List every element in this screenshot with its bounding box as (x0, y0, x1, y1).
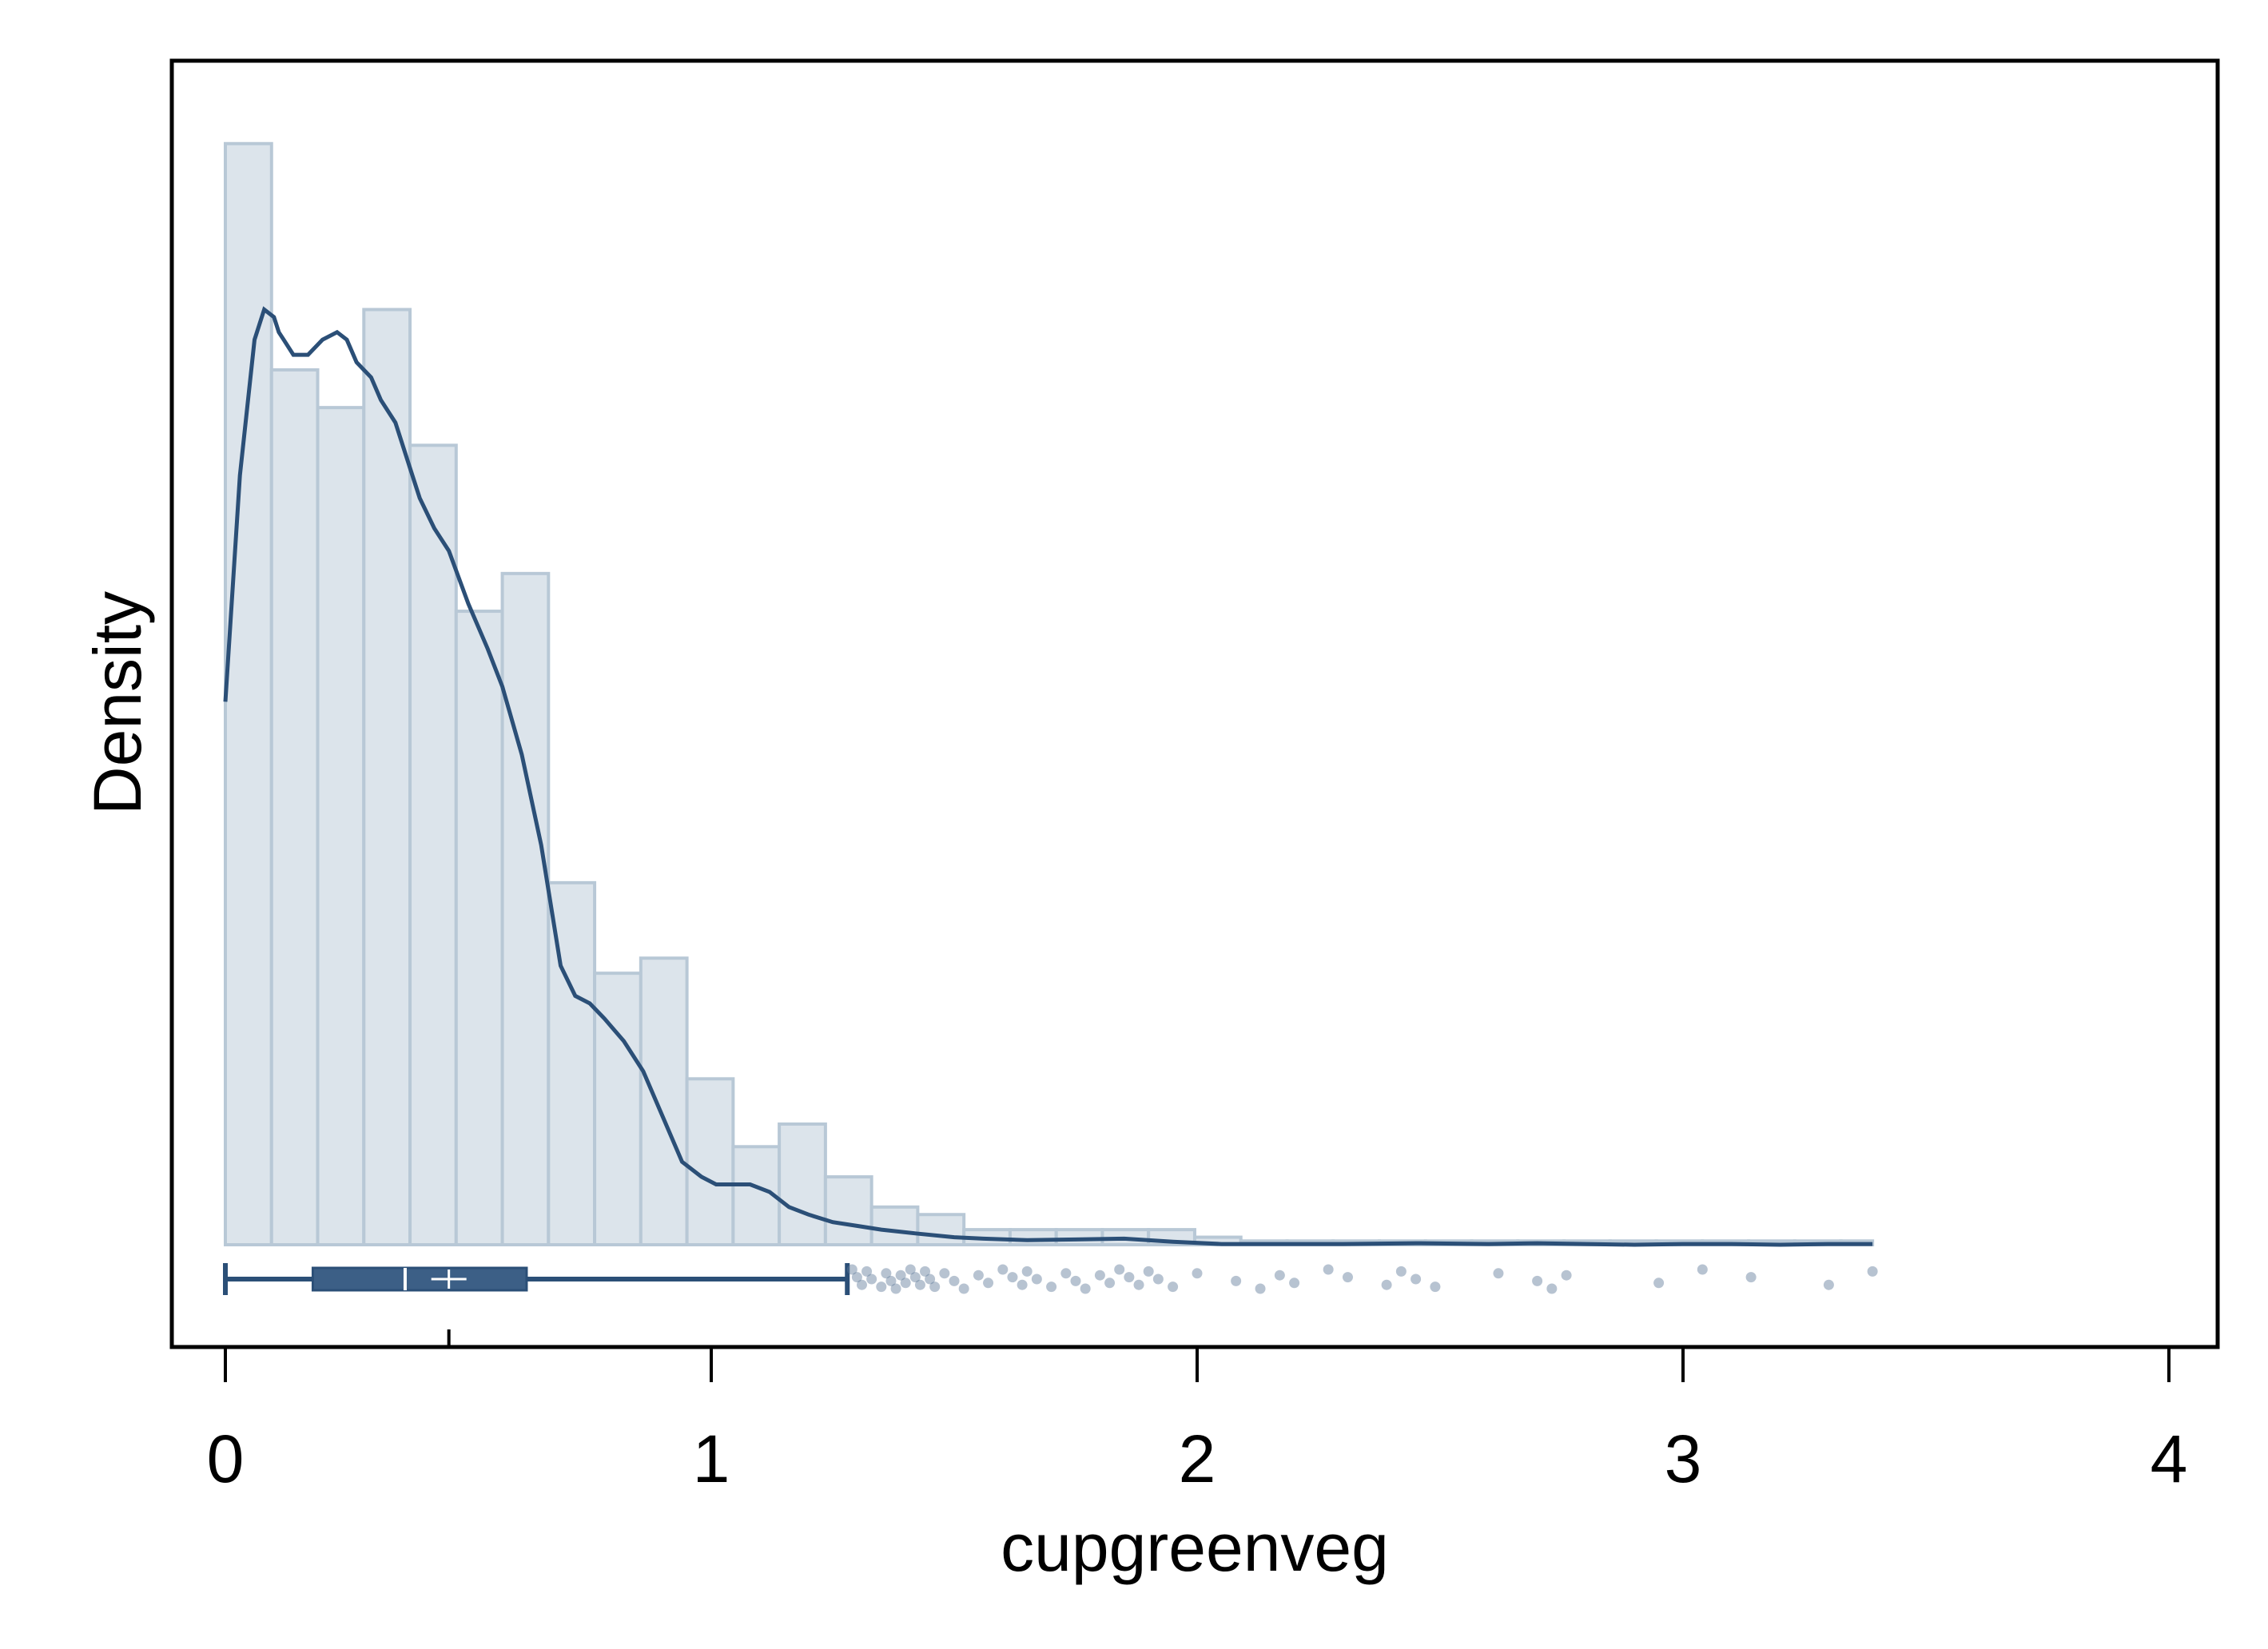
histogram-bar-1 (269, 368, 320, 1247)
outlier-point-36 (1143, 1266, 1154, 1277)
outlier-point-53 (1561, 1270, 1572, 1281)
outlier-point-0 (846, 1264, 857, 1275)
x-tick-label-1: 1 (693, 1421, 730, 1496)
outlier-point-14 (920, 1266, 931, 1277)
outlier-point-37 (1152, 1274, 1164, 1285)
outlier-point-51 (1532, 1275, 1543, 1286)
outlier-point-41 (1255, 1283, 1266, 1294)
outlier-point-26 (1031, 1274, 1042, 1285)
outlier-point-33 (1114, 1264, 1125, 1275)
histogram-bar-17 (1008, 1228, 1058, 1246)
histogram-bars (224, 141, 1875, 1247)
outlier-point-9 (895, 1270, 906, 1281)
outlier-point-44 (1323, 1264, 1334, 1275)
outlier-point-2 (856, 1279, 867, 1290)
histogram-bar-13 (823, 1175, 873, 1247)
outlier-point-52 (1546, 1283, 1558, 1294)
outlier-point-15 (925, 1274, 936, 1285)
x-tick-label-3: 3 (1665, 1421, 1702, 1496)
outlier-point-50 (1493, 1268, 1504, 1279)
outlier-point-38 (1168, 1281, 1179, 1293)
outlier-point-49 (1430, 1281, 1441, 1293)
kde-curve (223, 306, 1873, 1247)
outlier-point-20 (973, 1270, 984, 1281)
x-axis-title: cupgreenveg (1001, 1510, 1389, 1585)
histogram-bar-6 (500, 571, 551, 1246)
outlier-point-12 (909, 1272, 921, 1283)
outlier-point-17 (939, 1268, 950, 1279)
outlier-point-57 (1823, 1279, 1834, 1290)
outlier-point-27 (1046, 1281, 1057, 1293)
outlier-point-16 (929, 1281, 941, 1293)
outlier-point-40 (1231, 1275, 1242, 1286)
histogram-bar-3 (362, 308, 412, 1247)
histogram-bar-15 (916, 1213, 966, 1246)
outlier-point-25 (1021, 1266, 1033, 1277)
outlier-point-1 (851, 1272, 862, 1283)
outlier-point-58 (1867, 1266, 1878, 1277)
outlier-point-32 (1104, 1277, 1116, 1289)
outlier-point-39 (1192, 1268, 1203, 1279)
histogram-bar-4 (408, 443, 458, 1246)
histogram-bar-2 (316, 406, 366, 1246)
outlier-point-22 (997, 1264, 1009, 1275)
outlier-point-47 (1395, 1266, 1407, 1277)
histogram-bar-9 (639, 956, 689, 1247)
outlier-point-6 (881, 1268, 892, 1279)
outlier-point-45 (1342, 1272, 1353, 1283)
histogram-bar-10 (685, 1077, 735, 1246)
boxplot-box (311, 1266, 528, 1292)
outlier-point-10 (900, 1277, 911, 1289)
outlier-point-3 (861, 1266, 873, 1277)
outlier-point-56 (1745, 1272, 1757, 1283)
outlier-point-23 (1007, 1272, 1018, 1283)
outlier-point-24 (1017, 1279, 1028, 1290)
outlier-point-54 (1653, 1277, 1665, 1289)
outlier-point-55 (1697, 1264, 1708, 1275)
x-tick-label-0: 0 (207, 1421, 245, 1496)
x-tick-label-4: 4 (2151, 1421, 2188, 1496)
outlier-points (846, 1264, 1878, 1294)
x-axis: 0 1 2 3 4 (207, 1347, 2188, 1496)
outlier-point-19 (958, 1283, 969, 1294)
y-axis-title: Density (80, 591, 155, 815)
outlier-point-18 (949, 1275, 960, 1286)
outlier-point-48 (1411, 1274, 1422, 1285)
outlier-point-5 (876, 1281, 887, 1293)
histogram-bar-0 (224, 141, 273, 1246)
outlier-point-13 (914, 1279, 925, 1290)
boxplot (223, 1263, 850, 1347)
outlier-point-46 (1381, 1279, 1392, 1290)
outlier-point-8 (890, 1283, 901, 1294)
outlier-point-21 (983, 1277, 994, 1289)
histogram-bar-14 (869, 1205, 920, 1247)
outlier-point-7 (885, 1275, 897, 1286)
x-tick-label-2: 2 (1179, 1421, 1216, 1496)
outlier-point-4 (866, 1274, 877, 1285)
outlier-point-28 (1060, 1268, 1072, 1279)
outlier-point-34 (1124, 1272, 1135, 1283)
outlier-point-11 (905, 1264, 916, 1275)
outlier-point-35 (1133, 1279, 1144, 1290)
outlier-point-30 (1080, 1283, 1091, 1294)
histogram-bar-12 (778, 1122, 827, 1246)
outlier-point-43 (1289, 1277, 1300, 1289)
outlier-point-29 (1070, 1275, 1081, 1286)
outlier-point-31 (1094, 1270, 1105, 1281)
histogram-bar-5 (454, 610, 504, 1246)
outlier-point-42 (1274, 1270, 1285, 1281)
